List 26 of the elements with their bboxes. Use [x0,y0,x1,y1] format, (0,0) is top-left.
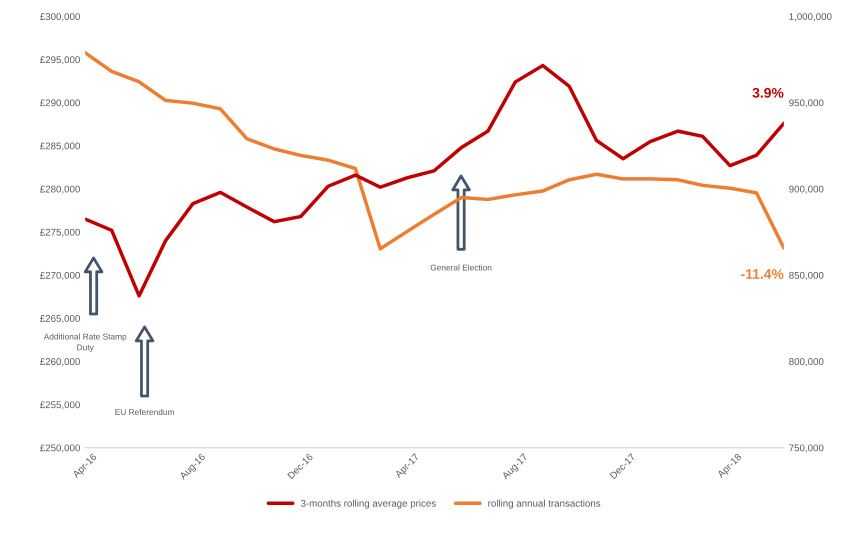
annotation: General Election [430,264,492,271]
line-series [85,64,784,298]
y-tick-label: £260,000 [40,358,80,366]
y-tick-label: £265,000 [40,315,80,324]
y-tick-label: £300,000 [40,13,80,22]
y-tick-label: £285,000 [40,142,80,151]
y-tick-label: £275,000 [40,228,80,237]
annotation: 3.9% [752,88,784,98]
y2-tick-label: 950,000 [789,99,824,108]
y-tick-label: £255,000 [40,401,80,410]
y2-tick-label: 1,000,000 [789,13,832,22]
y-tick-label: £280,000 [40,186,80,194]
y-tick-label: £295,000 [40,56,80,64]
y2-tick-label: 850,000 [789,272,824,280]
y-tick-label: £290,000 [40,99,80,108]
y2-tick-label: 800,000 [789,358,824,366]
annotation: -11.4% [741,269,784,279]
y-tick-label: £270,000 [40,272,80,280]
legend-label: rolling annual transactions [488,500,600,509]
y-tick-label: £250,000 [40,444,80,452]
legend-label: 3-months rolling average prices [300,500,436,509]
annotation: EU Referendum [115,408,174,416]
line-series [85,51,784,251]
annotation: Additional Rate Stamp Duty [44,333,126,352]
y2-tick-label: 750,000 [789,444,824,452]
y2-tick-label: 900,000 [789,186,824,194]
